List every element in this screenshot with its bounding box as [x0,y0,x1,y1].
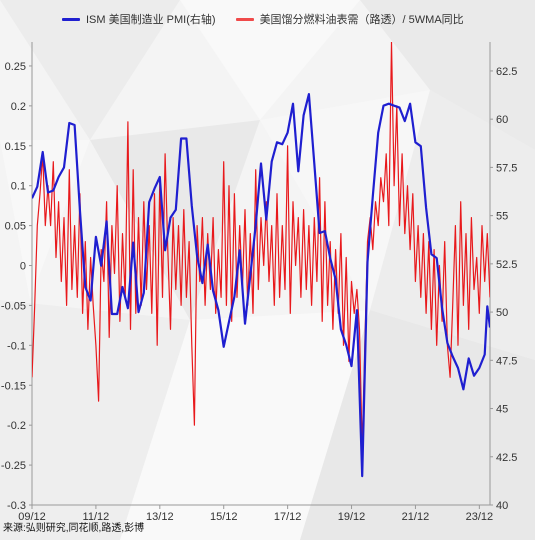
y-right-tick-label: 52.5 [496,259,517,271]
legend-swatch-pmi [62,17,80,21]
x-tick-label: 13/12 [146,511,174,523]
y-right-tick-label: 50 [496,307,508,319]
y-left-tick-label: 0.2 [11,101,26,113]
y-left-tick-label: -0.3 [7,500,26,512]
y-left-tick-label: -0.15 [1,380,26,392]
x-tick-label: 15/12 [210,511,238,523]
y-left-tick-label: -0.1 [7,340,26,352]
legend-label-distillate: 美国馏分燃料油表需（路透）/ 5WMA同比 [259,14,464,26]
y-right-tick-label: 55 [496,211,508,223]
y-right-tick-label: 45 [496,404,508,416]
y-left-tick-label: 0.15 [5,141,26,153]
legend-label-pmi: ISM 美国制造业 PMI(右轴) [86,14,216,26]
x-tick-label: 21/12 [402,511,430,523]
y-right-tick-label: 57.5 [496,162,517,174]
y-left-tick-label: 0.25 [5,61,26,73]
legend: ISM 美国制造业 PMI(右轴) 美国馏分燃料油表需（路透）/ 5WMA同比 [62,10,484,28]
source-note: 来源:弘则研究,同花顺,路透,彭博 [3,523,145,534]
x-tick-label: 23/12 [466,511,494,523]
y-left-tick-label: -0.2 [7,420,26,432]
x-tick-label: 17/12 [274,511,302,523]
y-right-tick-label: 60 [496,114,508,126]
y-left-tick-label: -0.25 [1,460,26,472]
y-right-tick-label: 62.5 [496,66,517,78]
x-tick-label: 09/12 [18,511,46,523]
y-left-tick-label: 0.05 [5,221,26,233]
y-right-tick-label: 42.5 [496,452,517,464]
y-right-tick-label: 40 [496,500,508,512]
series-line-distillate [32,42,490,450]
y-right-tick-label: 47.5 [496,355,517,367]
y-left-tick-label: 0.1 [11,181,26,193]
y-left-tick-label: 0 [20,261,26,273]
legend-item-pmi: ISM 美国制造业 PMI(右轴) [62,11,216,27]
series-line-pmi [32,92,490,478]
x-tick-label: 11/12 [83,511,110,523]
x-tick-label: 19/12 [338,511,366,523]
legend-swatch-distillate [235,17,254,21]
legend-item-distillate: 美国馏分燃料油表需（路透）/ 5WMA同比 [235,11,464,27]
axes-layer: 0.25 0.2 0.15 0.1 0.05 0 -0.05 -0.1 -0.15 -0.2 -0.… [1,42,517,523]
series-layer [32,42,490,478]
y-left-tick-label: -0.05 [1,300,26,312]
